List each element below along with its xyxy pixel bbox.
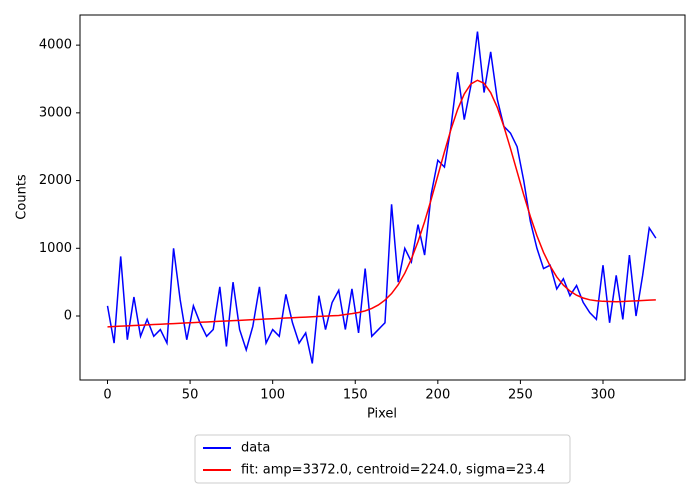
series-line bbox=[106, 31, 657, 364]
x-axis-label: Pixel bbox=[367, 407, 397, 422]
x-tick-label: 50 bbox=[182, 388, 199, 403]
legend-label: data bbox=[241, 441, 270, 456]
y-tick-label: 0 bbox=[64, 309, 72, 324]
y-tick-label: 3000 bbox=[39, 105, 72, 120]
y-tick-label: 1000 bbox=[39, 241, 72, 256]
x-tick-label: 0 bbox=[103, 388, 111, 403]
plot-frame bbox=[79, 14, 686, 381]
x-tick-label: 300 bbox=[591, 388, 616, 403]
x-tick-label: 200 bbox=[425, 388, 450, 403]
x-tick-label: 100 bbox=[260, 388, 285, 403]
x-tick-label: 250 bbox=[508, 388, 533, 403]
x-tick-label: 150 bbox=[343, 388, 368, 403]
legend-box bbox=[194, 434, 571, 484]
legend-label: fit: amp=3372.0, centroid=224.0, sigma=2… bbox=[241, 463, 545, 478]
y-tick-label: 2000 bbox=[39, 173, 72, 188]
y-axis-label: Counts bbox=[15, 174, 30, 220]
y-tick-label: 4000 bbox=[39, 38, 72, 53]
series-line bbox=[107, 79, 656, 328]
